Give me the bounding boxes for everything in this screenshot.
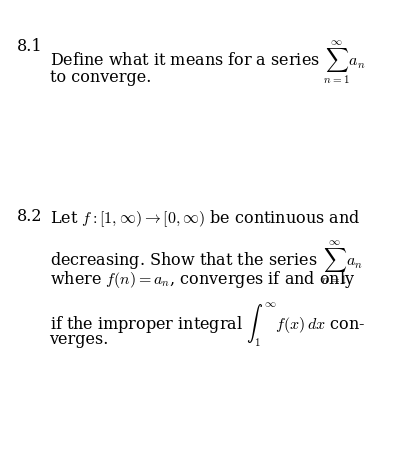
Text: 8.1: 8.1 [17,38,43,55]
Text: 8.2: 8.2 [17,207,42,225]
Text: verges.: verges. [50,330,109,347]
Text: Define what it means for a series $\sum_{n=1}^{\infty} a_n$: Define what it means for a series $\sum_… [50,38,365,86]
Text: decreasing. Show that the series $\sum_{n=1}^{\infty} a_n$: decreasing. Show that the series $\sum_{… [50,238,363,285]
Text: where $f(n) = a_n$, converges if and only: where $f(n) = a_n$, converges if and onl… [50,269,355,290]
Text: to converge.: to converge. [50,69,151,86]
Text: if the improper integral $\int_1^{\infty} f(x)\,dx$ con-: if the improper integral $\int_1^{\infty… [50,299,365,348]
Text: Let $f:[1,\infty)\to[0,\infty)$ be continuous and: Let $f:[1,\infty)\to[0,\infty)$ be conti… [50,207,360,228]
